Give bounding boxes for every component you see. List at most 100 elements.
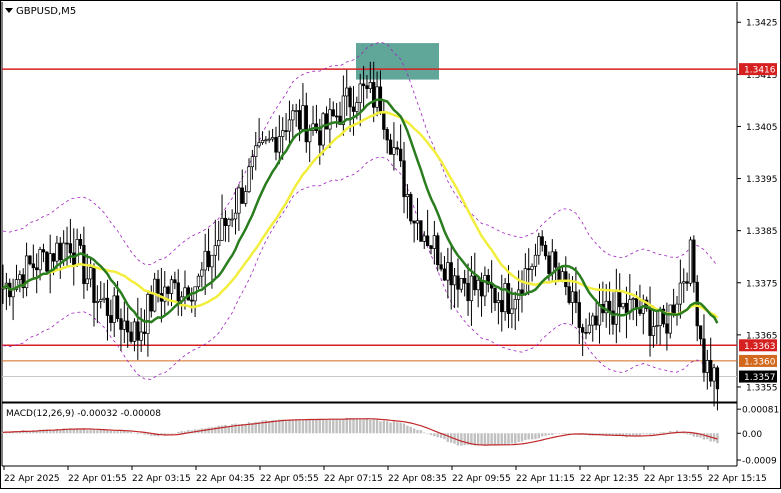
macd-histogram-bar [204, 428, 207, 434]
candle-body [14, 279, 19, 290]
macd-histogram-bar [466, 433, 470, 445]
candle-body [405, 194, 410, 198]
macd-histogram-bar [139, 433, 143, 434]
candle-body [678, 282, 683, 305]
macd-tick-label: 0.00081 [742, 406, 779, 416]
macd-histogram-bar [476, 433, 480, 445]
macd-histogram-bar [382, 420, 386, 434]
macd-histogram-bar [207, 427, 210, 434]
macd-histogram-bar [160, 433, 163, 435]
highlight-box [356, 43, 439, 80]
candle-body [210, 254, 214, 268]
macd-histogram-bar [716, 433, 719, 444]
candle-body [564, 271, 568, 288]
macd-tick-label: -0.0009 [742, 457, 777, 467]
candle-body [574, 291, 578, 303]
macd-histogram-bar [170, 433, 173, 434]
candle-body [402, 160, 406, 198]
candle-body [587, 324, 592, 334]
candle-body [324, 113, 329, 130]
candle-body [126, 320, 130, 333]
candle-body [682, 281, 686, 284]
candle-body [496, 300, 501, 304]
candle-body [422, 235, 426, 242]
candle-body [196, 275, 201, 288]
candle-body [395, 147, 399, 150]
time-tick-label: 22 Apr 12:35 [580, 474, 639, 484]
candle-body [267, 138, 271, 141]
macd-histogram-bar [362, 419, 365, 434]
lower-level-price-tag [739, 339, 777, 352]
candle-body [591, 315, 595, 326]
macd-histogram-bar [567, 433, 571, 434]
price-tick-label: 1.3405 [746, 123, 778, 133]
macd-histogram-bar [123, 431, 126, 434]
macd-histogram-bar [109, 430, 113, 434]
macd-histogram-bar [163, 433, 166, 435]
macd-histogram-bar [372, 419, 375, 434]
macd-histogram-bar [301, 419, 305, 434]
candle-body [287, 119, 292, 132]
macd-histogram-bar [446, 433, 450, 442]
macd-histogram-bar [332, 419, 335, 434]
macd-histogram-bar [113, 431, 116, 434]
macd-histogram-bar [224, 424, 227, 434]
macd-histogram-bar [32, 430, 35, 434]
candle-body [318, 130, 322, 146]
price-tick-label: 1.3365 [746, 331, 778, 341]
macd-histogram-bar [65, 428, 69, 434]
macd-histogram-bar [375, 419, 379, 434]
macd-histogram-bar [638, 433, 642, 436]
candle-body [466, 282, 470, 302]
moving-averages [2, 98, 719, 324]
candle-body [254, 145, 258, 157]
macd-histogram-bar [514, 433, 517, 444]
macd-histogram-bar [106, 430, 109, 434]
candle-body [388, 139, 393, 155]
macd-histogram-bar [402, 423, 406, 434]
macd-histogram-bar [342, 418, 345, 434]
macd-histogram-bar [298, 419, 301, 434]
candle-body [661, 308, 666, 325]
macd-histogram-bar [294, 419, 298, 434]
macd-histogram-bar [406, 425, 409, 434]
macd-histogram-bar [665, 432, 669, 434]
candle-body [321, 113, 325, 146]
macd-histogram-bar [642, 433, 645, 435]
time-tick-label: 22 Apr 2025 [4, 474, 60, 484]
macd-histogram-bar [264, 420, 268, 434]
candle-body [361, 83, 366, 87]
macd-histogram-bar [92, 429, 96, 434]
dropdown-triangle-icon[interactable] [5, 8, 13, 13]
macd-histogram-bar [439, 433, 443, 439]
macd-histogram-bar [675, 430, 679, 434]
candle-body [442, 268, 447, 281]
candle-body [540, 236, 544, 246]
candle-body [449, 262, 453, 286]
macd-histogram-bar [214, 426, 217, 434]
candle-body [385, 129, 389, 141]
horizontal-levels[interactable] [2, 68, 737, 378]
candle-body [533, 254, 538, 267]
macd-histogram-bar [669, 430, 672, 434]
macd-histogram-bar [527, 433, 530, 440]
candle-body [334, 115, 339, 118]
macd-histogram-bar [534, 433, 537, 440]
candle-body [476, 279, 480, 291]
macd-histogram-bar [702, 433, 706, 440]
candle-body [506, 283, 511, 314]
candle-body [624, 302, 629, 314]
candle-body [260, 140, 265, 144]
candle-body [264, 139, 268, 142]
candle-body [75, 239, 79, 266]
macd-title: MACD(12,26,9) -0.00032 -0.00008 [6, 409, 161, 419]
macd-histogram-bar [433, 433, 436, 437]
macd-histogram-bar [662, 432, 665, 434]
price-tick-label: 1.3425 [746, 19, 778, 29]
macd-histogram-bar [399, 422, 402, 434]
candle-body [217, 239, 221, 247]
price-tick-label: 1.3375 [746, 279, 778, 289]
candle-body [372, 82, 376, 108]
